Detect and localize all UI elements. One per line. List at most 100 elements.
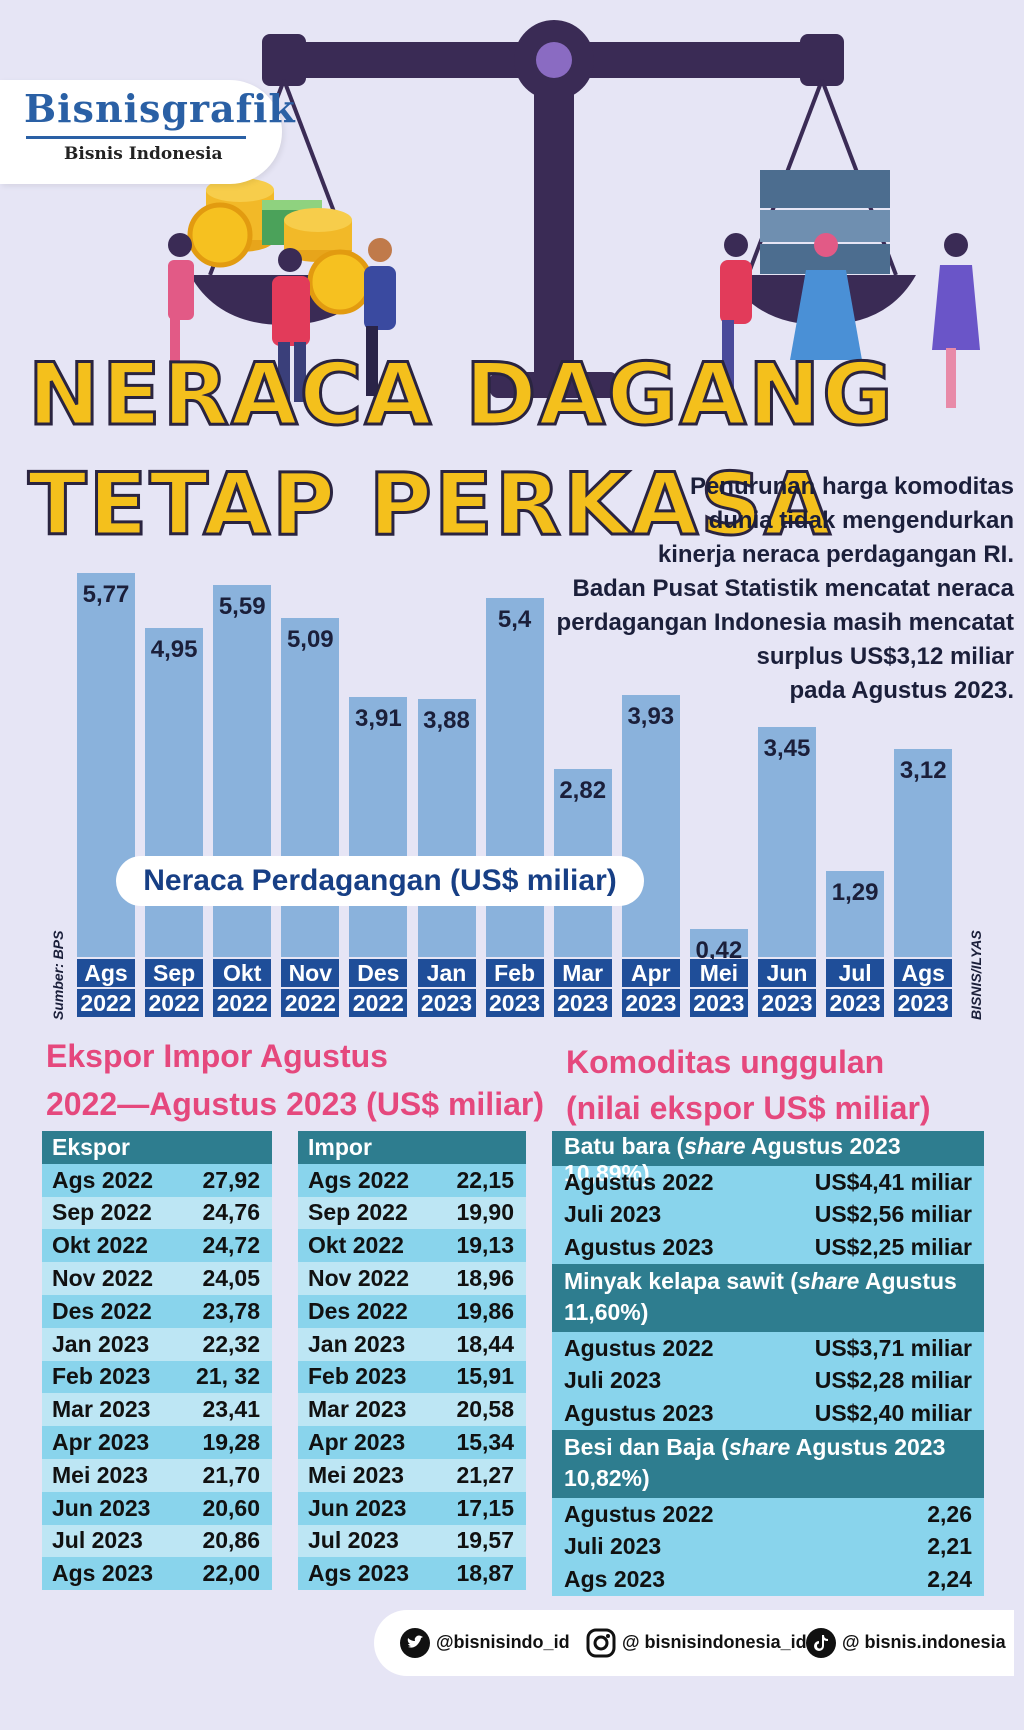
table-row: Ags 2023 22,00 <box>42 1557 272 1591</box>
x-tick-month: Nov <box>281 959 340 987</box>
twitter-handle[interactable]: @bisnisindo_id <box>436 1632 570 1652</box>
row-period: Juli 2023 <box>564 1533 662 1560</box>
tiktok-handle[interactable]: @ bisnis.indonesia <box>842 1632 1006 1652</box>
bar-value-label: 3,12 <box>899 757 947 785</box>
x-tick-year: 2023 <box>894 989 953 1017</box>
commodity-header-text: Agustus 11,60%) <box>564 1268 957 1326</box>
row-value: 21, 32 <box>196 1363 260 1390</box>
credit-note: BISNIS/ILYAS <box>968 930 984 1020</box>
row-value: 27,92 <box>202 1166 260 1193</box>
row-value: US$2,56 miliar <box>814 1201 972 1228</box>
ekspor-table: Ekspor Ags 2022 27,92 Sep 2022 24,76 Okt 2022… <box>42 1131 272 1591</box>
komoditas-table: Batu bara (share Agustus 2023 10,89%) Agu… <box>552 1131 984 1597</box>
social-footer: @bisnisindo_id @ bisnisindonesia_id @ bi… <box>374 1610 1014 1676</box>
row-value: 17,15 <box>456 1494 514 1521</box>
row-value: 22,15 <box>456 1166 514 1193</box>
row-period: Juli 2023 <box>564 1201 662 1228</box>
table-row: Des 2022 23,78 <box>42 1294 272 1328</box>
impor-table: Impor Ags 2022 22,15 Sep 2022 19,90 Okt 2022 1… <box>298 1131 526 1591</box>
impor-header-label: Impor <box>308 1133 372 1160</box>
row-period: Apr 2023 <box>308 1429 406 1456</box>
commodity-row: Ags 2023 2,24 <box>552 1563 984 1597</box>
table-row: Ags 2022 27,92 <box>42 1163 272 1197</box>
row-value: 23,78 <box>202 1297 260 1324</box>
row-value: 19,57 <box>456 1527 514 1554</box>
row-period: Mar 2023 <box>52 1396 151 1423</box>
row-value: 24,05 <box>202 1265 260 1292</box>
row-period: Sep 2022 <box>52 1199 152 1226</box>
komoditas-title-2: (nilai ekspor US$ miliar) <box>566 1090 931 1126</box>
headline-line-1: NERACA DAGANG <box>27 345 895 445</box>
x-tick-year: 2023 <box>826 989 885 1017</box>
row-period: Agustus 2022 <box>564 1334 714 1361</box>
row-value: 19,13 <box>456 1232 514 1259</box>
x-tick-year: 2022 <box>281 989 340 1017</box>
intro-line: Badan Pusat Statistik mencatat neraca <box>572 575 1014 602</box>
bar-value-label: 4,95 <box>150 635 198 663</box>
commodity-header-share: share <box>684 1133 746 1159</box>
brand-sub: Bisnis Indonesia <box>64 144 223 164</box>
bar-4 <box>349 696 408 957</box>
table-row: Ags 2022 22,15 <box>298 1163 526 1197</box>
commodity-header-text: Batu bara ( <box>564 1133 685 1159</box>
row-period: Feb 2023 <box>308 1363 407 1390</box>
bar-value-label: 5,09 <box>286 626 334 654</box>
row-period: Nov 2022 <box>308 1265 410 1292</box>
row-period: Nov 2022 <box>52 1265 154 1292</box>
brand-underline <box>26 136 246 139</box>
tiktok-icon <box>806 1628 836 1658</box>
x-tick-month: Sep <box>145 959 204 987</box>
row-period: Jul 2023 <box>308 1527 399 1554</box>
row-value: US$3,71 miliar <box>814 1334 972 1361</box>
table-row: Jan 2023 18,44 <box>298 1327 526 1361</box>
table-row: Sep 2022 24,76 <box>42 1196 272 1230</box>
commodity-row: Juli 2023 2,21 <box>552 1530 984 1564</box>
instagram-handle[interactable]: @ bisnisindonesia_id <box>622 1632 807 1652</box>
commodity-row: Juli 2023 US$2,56 miliar <box>552 1198 984 1232</box>
table-row: Mei 2023 21,70 <box>42 1458 272 1492</box>
row-value: 2,26 <box>927 1500 972 1527</box>
brand-logo-box: Bisnisgrafik Bisnis Indonesia <box>0 80 295 184</box>
row-value: US$4,41 miliar <box>814 1168 972 1195</box>
commodity-header-text: Agustus 2023 10,89%) <box>564 1133 901 1186</box>
bar-5 <box>417 698 476 957</box>
row-value: US$2,28 miliar <box>814 1367 972 1394</box>
row-period: Jun 2023 <box>308 1494 407 1521</box>
table-row: Okt 2022 24,72 <box>42 1229 272 1263</box>
commodity-row: Juli 2023 US$2,28 miliar <box>552 1364 984 1398</box>
commodity-header: Besi dan Baja (share Agustus 2023 10,82%… <box>552 1430 984 1498</box>
row-value: 19,86 <box>456 1297 514 1324</box>
x-tick-month: Okt <box>213 959 272 987</box>
table-row: Apr 2023 19,28 <box>42 1426 272 1459</box>
table-row: Mar 2023 20,58 <box>298 1393 526 1427</box>
x-tick-year: 2022 <box>349 989 408 1017</box>
komoditas-title-1: Komoditas unggulan <box>566 1044 885 1080</box>
table-row: Jul 2023 20,86 <box>42 1524 272 1558</box>
commodity-row: Agustus 2022 2,26 <box>552 1497 984 1531</box>
row-period: Jan 2023 <box>52 1330 150 1357</box>
row-period: Ags 2022 <box>308 1166 410 1193</box>
commodity-header-text: Besi dan Baja ( <box>564 1434 729 1461</box>
row-value: 19,28 <box>202 1429 260 1456</box>
bar-value-label: 1,29 <box>831 879 879 907</box>
table-row: Nov 2022 18,96 <box>298 1262 526 1295</box>
instagram-icon <box>586 1628 616 1658</box>
bar-8 <box>621 695 680 957</box>
ekspor-impor-title-1: Ekspor Impor Agustus <box>46 1038 388 1074</box>
source-note: Sumber: BPS <box>50 930 66 1020</box>
bar-value-label: 5,4 <box>497 605 532 633</box>
row-value: 2,24 <box>927 1566 972 1593</box>
x-tick-year: 2023 <box>417 989 476 1017</box>
x-tick-month: Jul <box>826 959 885 987</box>
row-period: Mei 2023 <box>52 1461 148 1488</box>
row-value: 22,32 <box>202 1330 260 1357</box>
commodity-row: Agustus 2022 US$3,71 miliar <box>552 1331 984 1365</box>
x-tick-year: 2023 <box>621 989 680 1017</box>
row-period: Ags 2022 <box>52 1166 154 1193</box>
row-period: Agustus 2022 <box>564 1500 714 1527</box>
table-row: Jun 2023 20,60 <box>42 1491 272 1525</box>
row-period: Okt 2022 <box>52 1232 148 1259</box>
impor-header: Impor <box>298 1131 526 1164</box>
table-row: Okt 2022 19,13 <box>298 1229 526 1263</box>
row-period: Okt 2022 <box>308 1232 404 1259</box>
